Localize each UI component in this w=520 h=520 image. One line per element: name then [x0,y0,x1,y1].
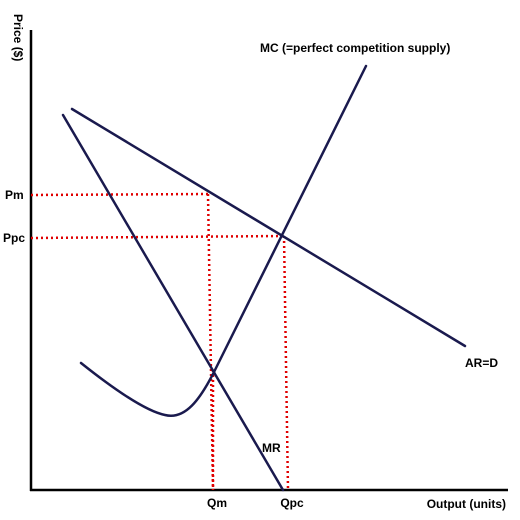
mr-curve [61,113,285,492]
qpc-label: Qpc [280,496,304,510]
x-axis-label: Output (units) [427,497,506,511]
ppc-label: Ppc [3,231,25,245]
demand-label: AR=D [465,356,498,370]
qm-label: Qm [207,496,227,510]
qpc-guide-line [282,235,290,491]
mc-label: MC (=perfect competition supply) [260,41,450,55]
pm-label: Pm [5,188,24,202]
y-axis-label: Price ($) [11,14,25,61]
ppc-guide-line [30,234,285,240]
demand-curve [70,107,467,348]
mc-curve [79,64,368,418]
mr-label: MR [262,441,281,455]
pm-guide-line [30,192,209,197]
